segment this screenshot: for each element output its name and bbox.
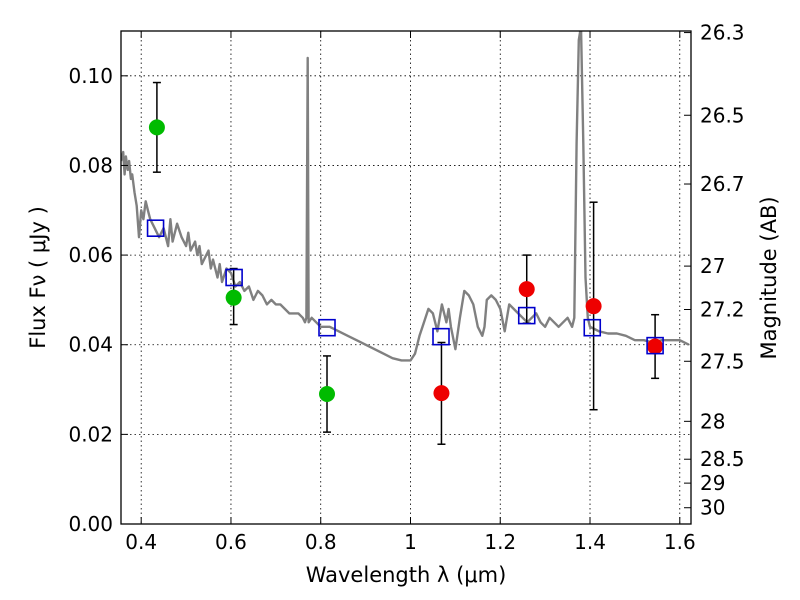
observed-point-group <box>647 313 664 380</box>
y-tick-label: 0.06 <box>68 243 113 267</box>
observed-flux-point <box>148 119 165 136</box>
x-tick-label: 1.2 <box>484 530 516 554</box>
observed-point-group <box>148 81 165 173</box>
model-photometry-square <box>146 219 165 237</box>
y-tick-label: 0.10 <box>68 64 113 88</box>
observed-flux-point <box>585 298 602 315</box>
magnitude-tick-label: 28 <box>700 409 725 433</box>
magnitude-axis-label: Magnitude (AB) <box>757 196 781 359</box>
magnitude-tick-label: 28.5 <box>700 447 745 471</box>
y-tick-label: 0.02 <box>68 422 113 446</box>
observed-point-group <box>585 201 602 411</box>
model-photometry-square <box>432 327 450 346</box>
observed-flux-point <box>647 338 664 355</box>
x-tick-label: 0.6 <box>215 530 247 554</box>
x-tick-label: 0.4 <box>125 530 157 554</box>
model-spectrum-line <box>121 31 690 362</box>
observed-point-group <box>225 267 242 326</box>
y-tick-label: 0.04 <box>68 333 113 357</box>
observed-point-group <box>319 355 336 433</box>
magnitude-tick-label: 29 <box>700 471 725 495</box>
y-tick-label: 0.08 <box>68 153 113 177</box>
observed-flux-point <box>225 289 242 306</box>
y-tick-label: 0.00 <box>68 512 113 536</box>
axes-frame <box>120 30 692 525</box>
x-axis-label: Wavelength λ (μm) <box>306 563 507 587</box>
magnitude-tick-label: 26.3 <box>700 21 745 45</box>
plot-area <box>121 31 690 445</box>
model-photometry-square <box>225 268 243 287</box>
model-photometry-square <box>517 306 536 325</box>
x-tick-label: 1.4 <box>574 530 606 554</box>
observed-flux-point <box>433 385 450 402</box>
observed-flux-point <box>518 281 535 298</box>
magnitude-tick-label: 26.7 <box>700 172 745 196</box>
observed-flux-point <box>319 386 336 403</box>
x-tick-label: 1.6 <box>664 530 696 554</box>
observed-point-group <box>518 254 535 324</box>
observed-point-group <box>433 341 450 445</box>
axis-ticks: 0.4 0.6 0.8 1 1.2 1.4 1.6 0.00 0.02 0.04 0.06 0.08 0… <box>68 21 744 554</box>
magnitude-tick-label: 30 <box>700 496 725 520</box>
magnitude-tick-label: 27.2 <box>700 297 745 321</box>
magnitude-tick-label: 27.5 <box>700 349 745 373</box>
x-tick-label: 1 <box>404 530 417 554</box>
model-photometry-square <box>318 318 336 337</box>
x-tick-label: 0.8 <box>305 530 337 554</box>
magnitude-tick-label: 27 <box>700 254 725 278</box>
y-axis-label: Flux Fν ( μJy ) <box>26 206 50 349</box>
model-photometry-square <box>646 336 664 355</box>
grid-lines <box>121 31 691 525</box>
model-photometry-square <box>583 318 602 337</box>
magnitude-tick-label: 26.5 <box>700 103 745 127</box>
